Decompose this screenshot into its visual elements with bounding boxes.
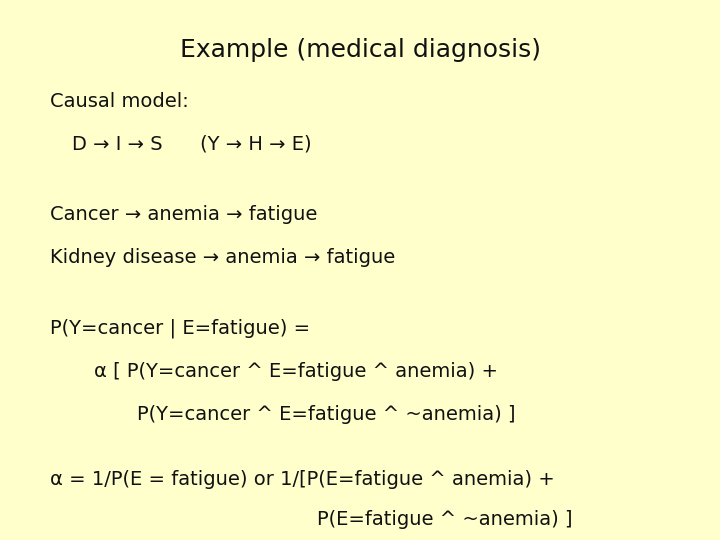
Text: α [ P(Y=cancer ^ E=fatigue ^ anemia) +: α [ P(Y=cancer ^ E=fatigue ^ anemia) + bbox=[94, 362, 498, 381]
Text: P(E=fatigue ^ ~anemia) ]: P(E=fatigue ^ ~anemia) ] bbox=[317, 510, 572, 529]
Text: Example (medical diagnosis): Example (medical diagnosis) bbox=[179, 38, 541, 62]
Text: P(Y=cancer | E=fatigue) =: P(Y=cancer | E=fatigue) = bbox=[50, 319, 310, 338]
Text: P(Y=cancer ^ E=fatigue ^ ~anemia) ]: P(Y=cancer ^ E=fatigue ^ ~anemia) ] bbox=[137, 405, 516, 424]
Text: D → I → S      (Y → H → E): D → I → S (Y → H → E) bbox=[72, 135, 312, 154]
Text: Kidney disease → anemia → fatigue: Kidney disease → anemia → fatigue bbox=[50, 248, 396, 267]
Text: Causal model:: Causal model: bbox=[50, 92, 189, 111]
Text: Cancer → anemia → fatigue: Cancer → anemia → fatigue bbox=[50, 205, 318, 224]
Text: α = 1/P(E = fatigue) or 1/[P(E=fatigue ^ anemia) +: α = 1/P(E = fatigue) or 1/[P(E=fatigue ^… bbox=[50, 470, 555, 489]
